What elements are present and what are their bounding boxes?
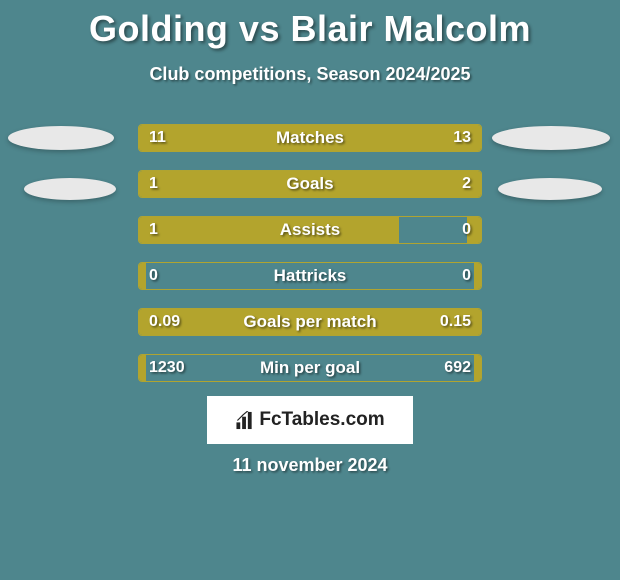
stat-bar-left — [139, 217, 399, 243]
stat-label: Goals — [286, 174, 333, 194]
stat-row: 11 13 Matches — [138, 124, 482, 152]
stat-value-right: 692 — [444, 359, 471, 377]
stat-value-left: 11 — [149, 129, 166, 147]
stat-bar-right — [474, 355, 481, 381]
player-avatar-placeholder — [498, 178, 602, 200]
stat-row: 1 0 Assists — [138, 216, 482, 244]
bars-icon — [235, 411, 255, 430]
stat-value-right: 0 — [462, 221, 471, 239]
stat-label: Min per goal — [260, 358, 360, 378]
subtitle: Club competitions, Season 2024/2025 — [0, 64, 620, 85]
stat-bar-right — [474, 263, 481, 289]
player-avatar-placeholder — [24, 178, 116, 200]
player-avatar-placeholder — [492, 126, 610, 150]
stat-value-right: 0 — [462, 267, 471, 285]
fctables-logo: FcTables.com — [207, 396, 413, 444]
stat-value-right: 2 — [462, 175, 471, 193]
stat-value-left: 0 — [149, 267, 158, 285]
stat-bar-left — [139, 355, 146, 381]
stat-row: 1230 692 Min per goal — [138, 354, 482, 382]
stat-value-left: 1 — [149, 221, 158, 239]
stat-value-left: 0.09 — [149, 313, 180, 331]
stat-bar-right — [242, 171, 481, 197]
stat-row: 0 0 Hattricks — [138, 262, 482, 290]
stat-bar-left — [139, 263, 146, 289]
stat-label: Goals per match — [243, 312, 376, 332]
page-title: Golding vs Blair Malcolm — [0, 0, 620, 50]
stat-row: 0.09 0.15 Goals per match — [138, 308, 482, 336]
stat-value-left: 1230 — [149, 359, 185, 377]
stat-value-left: 1 — [149, 175, 158, 193]
comparison-bars: 11 13 Matches 1 2 Goals 1 0 Assists 0 0 Hattricks 0.… — [138, 124, 482, 400]
date-label: 11 november 2024 — [232, 455, 387, 476]
stat-value-right: 0.15 — [440, 313, 471, 331]
stat-label: Assists — [280, 220, 340, 240]
stat-row: 1 2 Goals — [138, 170, 482, 198]
stat-value-right: 13 — [453, 129, 471, 147]
logo-text: FcTables.com — [259, 409, 384, 431]
stat-label: Matches — [276, 128, 344, 148]
stat-label: Hattricks — [274, 266, 347, 286]
player-avatar-placeholder — [8, 126, 114, 150]
